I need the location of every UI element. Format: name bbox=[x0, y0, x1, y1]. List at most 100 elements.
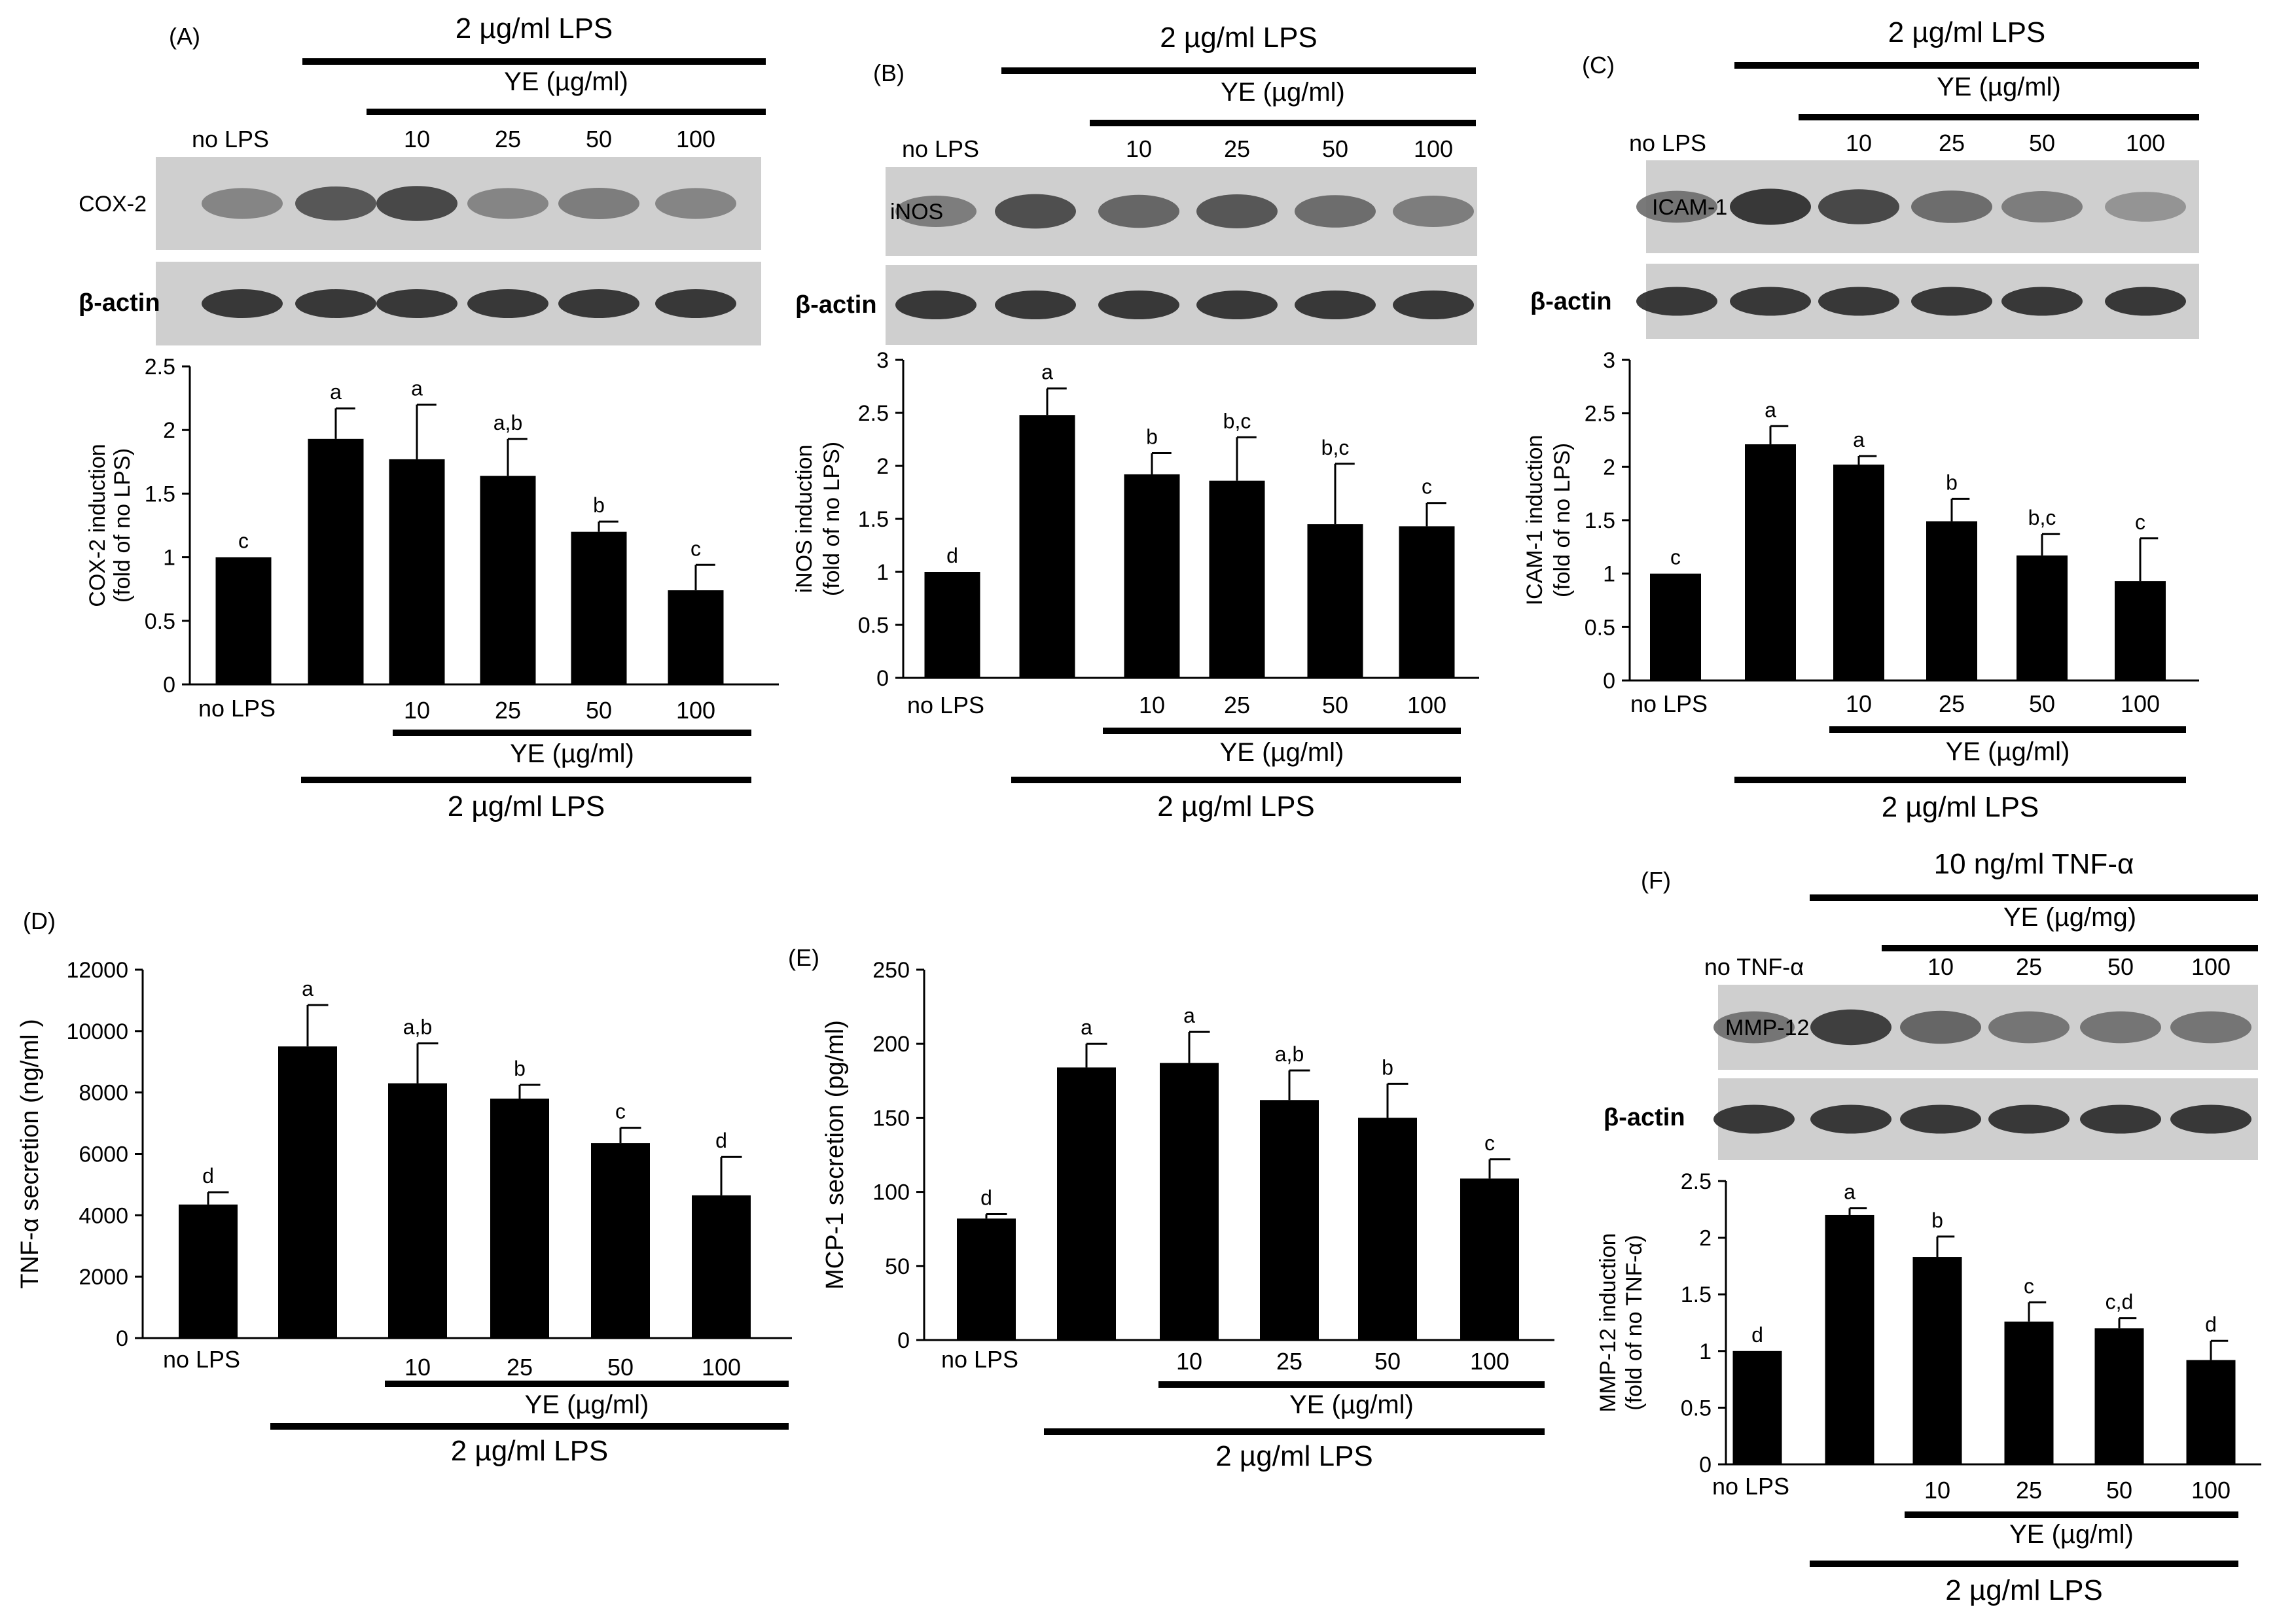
lane-label: 25 bbox=[495, 126, 521, 152]
bar bbox=[1124, 474, 1180, 678]
significance-letter: d bbox=[946, 544, 958, 567]
y-tick-label: 0.5 bbox=[1585, 615, 1615, 640]
y-tick-label: 100 bbox=[872, 1180, 910, 1205]
top-treatment-label: 10 ng/ml TNF-α bbox=[1934, 848, 2134, 880]
significance-letter: b bbox=[1146, 425, 1158, 449]
sub-treatment-label: YE (µg/ml) bbox=[1289, 1390, 1414, 1419]
y-tick-label: 4000 bbox=[79, 1203, 128, 1228]
x-tick-label: 100 bbox=[676, 697, 715, 724]
y-tick-label: 0 bbox=[116, 1326, 128, 1351]
y-tick-label: 150 bbox=[872, 1106, 910, 1131]
x-tick-label: 50 bbox=[1322, 692, 1348, 718]
treatment-bar-sub bbox=[1905, 1511, 2238, 1518]
treatment-bar-top bbox=[1001, 67, 1476, 74]
significance-letter: c bbox=[1484, 1131, 1495, 1155]
bar bbox=[490, 1099, 549, 1338]
bar bbox=[2017, 555, 2068, 680]
panel-label: (D) bbox=[23, 908, 56, 934]
blot-membrane-loading bbox=[886, 265, 1477, 345]
lane-label: 10 bbox=[404, 126, 430, 152]
bar bbox=[179, 1204, 238, 1338]
protein-band bbox=[1730, 188, 1811, 225]
bar bbox=[957, 1218, 1016, 1340]
protein-band bbox=[2105, 192, 2186, 222]
bar-chart-d: 0 2000 4000 6000 8000 10000 12000 d no LPS a a,b 10… bbox=[16, 958, 792, 1467]
x-tick-label: 25 bbox=[1939, 690, 1965, 717]
significance-letter: c bbox=[2135, 510, 2145, 534]
sub-treatment-label: YE (µg/ml) bbox=[1221, 78, 1345, 107]
y-tick-label: 1 bbox=[1603, 562, 1615, 587]
significance-letter: c bbox=[690, 537, 701, 560]
treatment-bar-sub bbox=[393, 730, 751, 736]
significance-letter: a bbox=[1853, 428, 1865, 451]
sub-treatment-label: YE (µg/mg) bbox=[2003, 903, 2136, 932]
lane-label: 10 bbox=[1126, 135, 1152, 162]
sub-treatment-label: YE (µg/ml) bbox=[510, 739, 634, 768]
panel-label: (A) bbox=[169, 23, 200, 50]
lane-label: 25 bbox=[1224, 135, 1250, 162]
bar bbox=[924, 572, 980, 678]
significance-letter: a bbox=[302, 977, 314, 1000]
bar bbox=[1209, 480, 1265, 678]
protein-band bbox=[2001, 191, 2083, 222]
control-lane-label: no LPS bbox=[192, 126, 269, 152]
treatment-bar-top bbox=[302, 58, 766, 65]
protein-band bbox=[1295, 195, 1376, 228]
significance-letter: d bbox=[980, 1186, 992, 1210]
protein-band bbox=[1713, 1011, 1795, 1044]
y-tick-label: 0 bbox=[1699, 1453, 1712, 1477]
western-blot-b: 2 µg/ml LPS YE (µg/ml) no LPS 10 25 50 100 iNOS… bbox=[795, 22, 1477, 345]
bar-chart-b: 0 0.5 1 1.5 2 2.5 3 d no LPS a b 10 b,c 25 b,c 50 c 100 YE… bbox=[792, 348, 1479, 822]
x-control-label: no LPS bbox=[941, 1346, 1018, 1373]
significance-letter: c bbox=[1670, 546, 1681, 569]
y-tick-label: 2000 bbox=[79, 1265, 128, 1290]
significance-letter: b bbox=[514, 1057, 526, 1080]
protein-label: MMP-12 bbox=[1725, 1015, 1809, 1040]
western-blot-c: 2 µg/ml LPS YE (µg/ml) no LPS 10 25 50 100 ICAM… bbox=[1530, 16, 2199, 339]
significance-letter: a bbox=[411, 376, 423, 400]
loading-band bbox=[467, 289, 548, 318]
y-tick-label: 8000 bbox=[79, 1081, 128, 1106]
significance-letter: b bbox=[1946, 470, 1958, 494]
lane-label: 50 bbox=[2029, 130, 2055, 156]
y-tick-label: 2.5 bbox=[1585, 402, 1615, 427]
lane-label: 50 bbox=[1322, 135, 1348, 162]
protein-band bbox=[2170, 1011, 2251, 1044]
protein-band bbox=[655, 188, 736, 219]
x-tick-label: 50 bbox=[586, 697, 612, 724]
y-axis-label: ICAM-1 induction bbox=[1522, 435, 1547, 606]
sub-treatment-label: YE (µg/ml) bbox=[525, 1390, 649, 1419]
top-treatment-label: 2 µg/ml LPS bbox=[451, 1435, 609, 1467]
significance-letter: d bbox=[1751, 1323, 1763, 1347]
y-tick-label: 0.5 bbox=[1681, 1396, 1712, 1421]
treatment-bar-sub bbox=[1799, 114, 2199, 120]
y-tick-label: 2 bbox=[876, 454, 889, 479]
significance-letter: b,c bbox=[1321, 436, 1350, 459]
treatment-bar-top bbox=[1810, 1561, 2238, 1567]
y-tick-label: 1.5 bbox=[858, 507, 889, 532]
y-tick-label: 2 bbox=[1699, 1226, 1712, 1251]
loading-band bbox=[1098, 291, 1179, 319]
protein-band bbox=[558, 188, 639, 219]
y-tick-label: 3 bbox=[876, 348, 889, 373]
bar bbox=[1057, 1067, 1116, 1340]
y-axis-label: TNF-α secretion (ng/ml ) bbox=[16, 1019, 44, 1289]
loading-band bbox=[295, 289, 376, 318]
western-blot-a: 2 µg/ml LPS YE (µg/ml) no LPS 10 25 50 100 COX-… bbox=[79, 12, 766, 345]
protein-band bbox=[467, 188, 548, 219]
bar bbox=[1745, 444, 1796, 680]
significance-letter: b bbox=[1931, 1209, 1943, 1232]
bar bbox=[308, 438, 364, 684]
y-tick-label: 1 bbox=[163, 546, 175, 571]
top-treatment-label: 2 µg/ml LPS bbox=[448, 790, 605, 822]
protein-band bbox=[895, 196, 977, 227]
bar bbox=[1019, 415, 1075, 678]
protein-label: iNOS bbox=[890, 200, 943, 224]
x-control-label: no LPS bbox=[163, 1346, 240, 1373]
sub-treatment-label: YE (µg/ml) bbox=[2009, 1520, 2134, 1549]
loading-band bbox=[1393, 291, 1474, 319]
y-tick-label: 0 bbox=[1603, 669, 1615, 694]
significance-letter: a bbox=[1183, 1004, 1195, 1027]
bar bbox=[591, 1143, 650, 1338]
sub-treatment-label: YE (µg/ml) bbox=[504, 67, 628, 96]
